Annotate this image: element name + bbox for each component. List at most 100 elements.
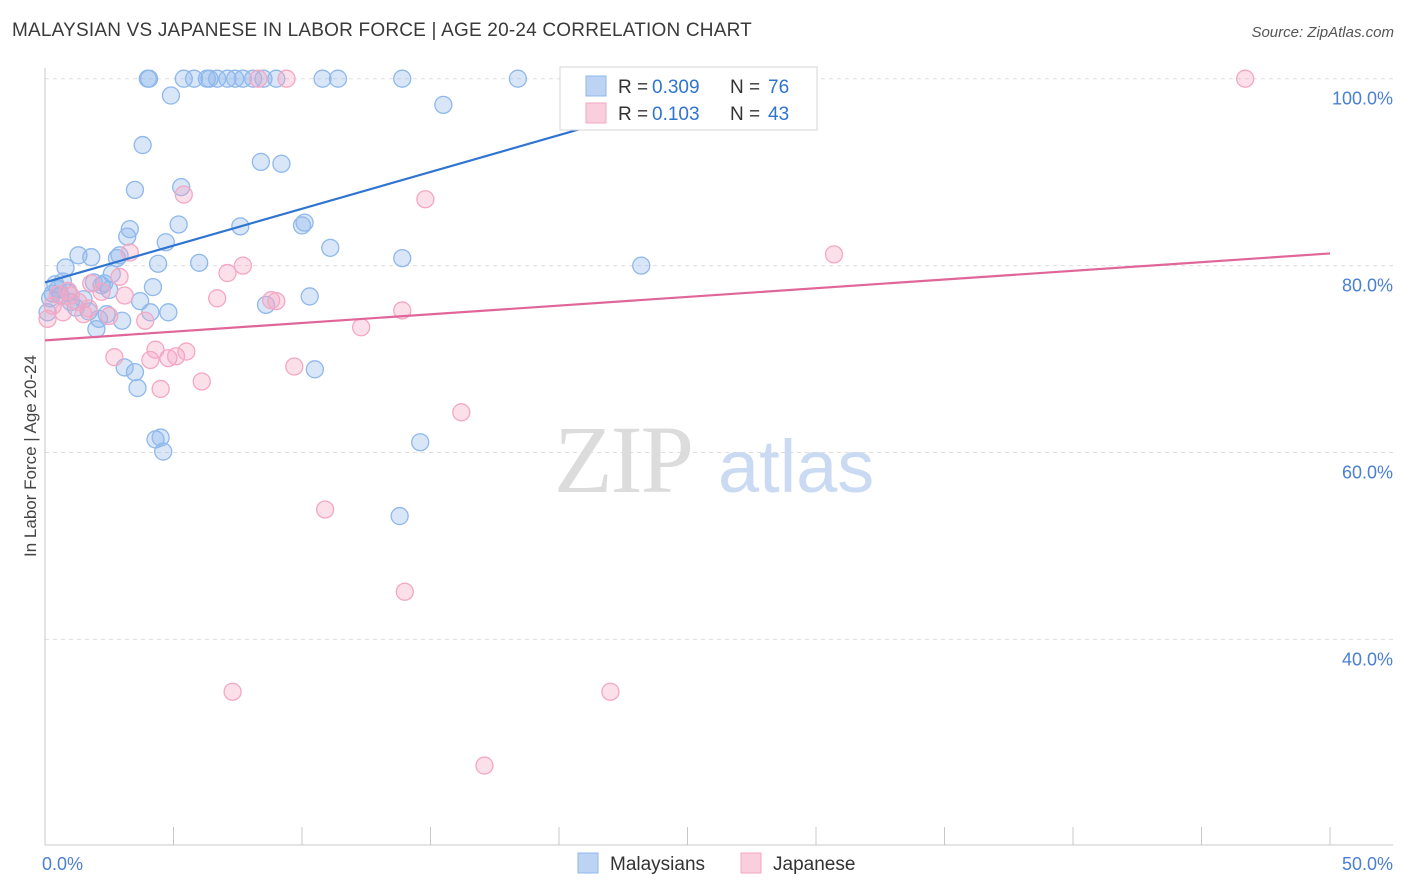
malaysians-point-66 <box>305 360 325 379</box>
malaysians-point-68 <box>321 238 340 257</box>
malaysians-point-37 <box>143 277 163 297</box>
japanese-point-23 <box>177 342 196 361</box>
malaysians-point-31 <box>125 362 145 382</box>
malaysians-point-46 <box>161 86 181 105</box>
x-tick-label-min: 0.0% <box>42 854 83 874</box>
malaysians-point-62 <box>272 154 291 173</box>
malaysians-point-64 <box>295 213 314 232</box>
malaysians-point-54 <box>226 69 245 88</box>
malaysians-point-72 <box>393 69 412 88</box>
japanese-point-33 <box>285 357 304 376</box>
japanese-point-35 <box>351 318 371 337</box>
legend-r-value-malaysians: 0.309 <box>652 77 700 98</box>
malaysians-point-71 <box>393 248 412 268</box>
japanese-point-22 <box>174 185 193 204</box>
japanese-point-8 <box>79 299 98 318</box>
malaysians-point-75 <box>508 69 528 88</box>
malaysians-point-7 <box>56 258 75 277</box>
malaysians-point-44 <box>169 215 188 234</box>
malaysians-point-58 <box>251 152 271 172</box>
japanese-points <box>38 69 1255 775</box>
y-tick-label: 40.0% <box>1342 649 1393 669</box>
malaysians-point-73 <box>411 433 430 452</box>
japanese-point-36 <box>393 301 412 320</box>
malaysians-point-56 <box>233 69 253 88</box>
japanese-point-21 <box>166 347 186 366</box>
bottom-legend-label-malaysians: Malaysians <box>610 854 705 875</box>
x-tick-label-max: 50.0% <box>1342 854 1393 874</box>
japanese-point-17 <box>141 350 160 370</box>
japanese-point-12 <box>105 348 124 367</box>
legend-swatch-japanese <box>585 102 607 124</box>
bottom-legend: Malaysians Japanese <box>577 852 855 875</box>
malaysians-point-67 <box>313 69 332 88</box>
japanese-point-37 <box>395 582 414 601</box>
malaysians-point-43 <box>159 303 178 322</box>
malaysians-point-74 <box>434 95 453 115</box>
malaysians-point-53 <box>218 69 237 88</box>
malaysians-point-33 <box>133 135 152 155</box>
y-tick-label: 100.0% <box>1332 89 1393 109</box>
japanese-point-13 <box>110 267 129 286</box>
japanese-point-16 <box>136 311 155 330</box>
malaysians-point-61 <box>267 69 286 88</box>
japanese-point-1 <box>43 296 62 315</box>
legend-r-value-japanese: 0.103 <box>652 104 700 125</box>
japanese-point-38 <box>416 190 435 209</box>
japanese-point-18 <box>146 340 165 359</box>
malaysians-point-70 <box>390 506 409 526</box>
malaysians-point-41 <box>154 442 173 461</box>
legend-swatch-malaysians <box>585 75 607 97</box>
malaysians-point-76 <box>632 256 651 275</box>
japanese-point-43 <box>1236 69 1255 88</box>
legend-n-value-japanese: 43 <box>768 104 789 125</box>
chart-title: MALAYSIAN VS JAPANESE IN LABOR FORCE | A… <box>12 20 752 41</box>
japanese-point-19 <box>151 379 170 399</box>
japanese-point-34 <box>315 500 335 519</box>
malaysians-point-14 <box>82 248 101 267</box>
japanese-point-28 <box>233 256 253 275</box>
japanese-point-40 <box>475 756 494 775</box>
japanese-point-11 <box>100 306 119 326</box>
malaysians-point-40 <box>151 428 170 447</box>
malaysians-point-35 <box>139 69 159 88</box>
grid-lines <box>45 78 1393 640</box>
malaysians-point-69 <box>328 69 348 88</box>
malaysians-point-20 <box>97 305 116 324</box>
japanese-point-26 <box>218 263 237 283</box>
legend-n-label-malaysians: N = <box>730 77 760 98</box>
legend: R = 0.309 N = 76 R = 0.103 N = 43 <box>559 66 818 131</box>
japanese-point-41 <box>601 682 620 701</box>
japanese-point-24 <box>192 372 211 391</box>
japanese-point-39 <box>452 403 471 422</box>
malaysians-point-59 <box>254 69 273 88</box>
japanese-point-2 <box>48 285 67 304</box>
malaysians-point-48 <box>184 69 204 88</box>
legend-r-label-japanese: R = <box>618 104 648 125</box>
japanese-point-25 <box>208 289 227 308</box>
malaysians-point-49 <box>190 253 209 272</box>
malaysians-point-47 <box>174 69 193 88</box>
bottom-legend-swatch-japanese <box>740 852 762 874</box>
y-tick-label: 60.0% <box>1342 463 1393 483</box>
japanese-point-14 <box>115 286 134 305</box>
malaysians-point-51 <box>200 69 219 88</box>
y-tick-label: 80.0% <box>1342 276 1393 296</box>
malaysians-point-28 <box>120 219 139 239</box>
legend-n-label-japanese: N = <box>730 104 760 125</box>
japanese-point-32 <box>277 69 296 88</box>
malaysians-point-52 <box>208 69 227 88</box>
x-tick-labels: 0.0% 50.0% <box>42 854 1393 874</box>
japanese-point-29 <box>249 69 268 88</box>
axes <box>44 68 1393 846</box>
malaysians-point-39 <box>148 254 168 273</box>
watermark: ZIP atlas <box>554 406 874 513</box>
japanese-trend-line <box>44 252 1331 342</box>
malaysians-point-65 <box>300 287 319 306</box>
chart-source: Source: ZipAtlas.com <box>1251 24 1394 41</box>
legend-n-value-malaysians: 76 <box>768 77 789 98</box>
watermark-atlas: atlas <box>718 425 874 508</box>
bottom-legend-label-japanese: Japanese <box>773 854 855 875</box>
malaysians-point-57 <box>244 69 263 88</box>
